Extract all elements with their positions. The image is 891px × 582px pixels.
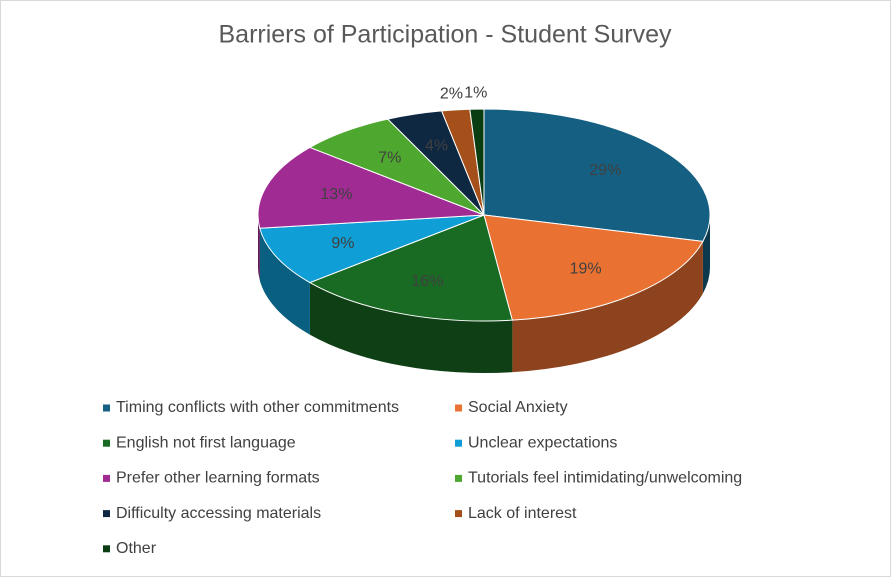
legend-label: English not first language [116, 434, 296, 451]
legend-swatch [103, 439, 110, 447]
pie-slice [259, 214, 485, 284]
pie-side [309, 282, 513, 373]
data-label: 2% [440, 85, 463, 102]
legend-label: Prefer other learning formats [116, 470, 320, 487]
data-label: 1% [464, 84, 487, 101]
legend-label: Timing conflicts with other commitments [116, 399, 399, 416]
legend-label: Social Anxiety [468, 399, 568, 416]
pie-side-shade [309, 282, 513, 373]
legend-swatch [455, 474, 462, 482]
data-label: 9% [331, 235, 354, 252]
pie-side-shade [512, 241, 703, 373]
legend-label: Tutorials feel intimidating/unwelcoming [468, 470, 742, 487]
pie-sides [258, 215, 710, 373]
pie-slice [469, 108, 485, 216]
data-label: 13% [320, 186, 352, 203]
pie-side-shade [258, 215, 260, 281]
legend-label: Unclear expectations [468, 434, 617, 451]
pie-slice [483, 108, 711, 242]
legend-label: Lack of interest [468, 505, 577, 522]
pie-side-shade [259, 228, 310, 335]
data-label: 29% [589, 162, 621, 179]
legend-swatch [455, 510, 462, 518]
legend-swatch [455, 404, 462, 412]
pie-slice [257, 146, 485, 229]
chart-title: Barriers of Participation - Student Surv… [219, 21, 672, 49]
pie-side [258, 215, 260, 281]
legend-swatch [455, 439, 462, 447]
data-label: 4% [425, 138, 448, 155]
pie-slice [483, 214, 704, 321]
data-labels: 29% 19% 16% 9% 13% 7% 4% 2% 1% [320, 84, 621, 290]
pie-side [512, 241, 703, 373]
data-label: 19% [570, 260, 602, 277]
legend-swatch [103, 474, 110, 482]
legend-swatch [103, 510, 110, 518]
pie-side [259, 228, 310, 335]
pie-side-shade [702, 215, 710, 294]
data-label: 16% [411, 273, 443, 290]
legend-label: Other [116, 540, 157, 557]
pie-top [257, 108, 711, 322]
legend-swatch [103, 404, 110, 412]
data-label: 7% [378, 149, 401, 166]
legend-label: Difficulty accessing materials [116, 505, 321, 522]
pie-side [702, 215, 710, 294]
legend: Timing conflicts with other commitments S… [103, 399, 742, 557]
pie-slice [308, 214, 513, 322]
legend-swatch [103, 545, 110, 553]
